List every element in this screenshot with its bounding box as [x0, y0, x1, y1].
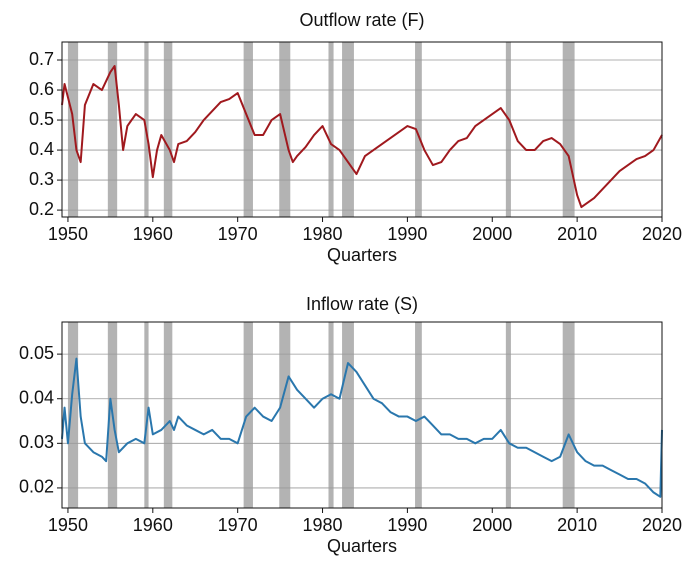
x-tick-label: 1950	[48, 515, 88, 535]
recession-band	[328, 42, 334, 217]
recession-band	[163, 322, 173, 508]
recession-band	[505, 42, 511, 217]
recession-band	[328, 322, 334, 508]
y-tick-label: 0.4	[29, 139, 54, 159]
x-tick-label: 2010	[557, 515, 597, 535]
x-tick-label: 1980	[303, 515, 343, 535]
data-line	[61, 357, 663, 498]
y-tick-label: 0.3	[29, 169, 54, 189]
recession-band	[107, 42, 118, 217]
x-tick-label: 2000	[472, 515, 512, 535]
y-tick-label: 0.7	[29, 49, 54, 69]
x-tick-label: 2000	[472, 224, 512, 244]
x-tick-label: 1980	[303, 224, 343, 244]
recession-band	[342, 42, 354, 217]
chart-title: Inflow rate (S)	[306, 294, 418, 314]
y-tick-label: 0.6	[29, 79, 54, 99]
x-tick-label: 1960	[133, 515, 173, 535]
recession-band	[562, 322, 575, 508]
x-tick-label: 2020	[642, 515, 682, 535]
recession-band	[342, 322, 354, 508]
y-tick-label: 0.02	[19, 477, 54, 497]
y-tick-label: 0.5	[29, 109, 54, 129]
recession-band	[279, 322, 291, 508]
recession-band	[243, 42, 253, 217]
x-axis-label: Quarters	[327, 245, 397, 265]
y-tick-label: 0.05	[19, 343, 54, 363]
x-tick-label: 1950	[48, 224, 88, 244]
y-tick-label: 0.03	[19, 432, 54, 452]
x-tick-label: 2010	[557, 224, 597, 244]
y-tick-label: 0.04	[19, 387, 54, 407]
x-axis-label: Quarters	[327, 536, 397, 556]
recession-band	[163, 42, 173, 217]
x-tick-label: 1990	[387, 224, 427, 244]
data-line	[61, 65, 663, 209]
recession-band	[67, 322, 79, 508]
plot-frame	[61, 41, 663, 218]
x-tick-label: 2020	[642, 224, 682, 244]
plot-frame	[61, 321, 663, 509]
x-tick-label: 1990	[387, 515, 427, 535]
recession-band	[505, 322, 511, 508]
recession-band	[415, 322, 422, 508]
recession-band	[415, 42, 422, 217]
x-tick-label: 1970	[218, 224, 258, 244]
recession-band	[562, 42, 575, 217]
recession-band	[144, 322, 149, 508]
y-tick-label: 0.2	[29, 199, 54, 219]
x-tick-label: 1960	[133, 224, 173, 244]
x-tick-label: 1970	[218, 515, 258, 535]
chart-title: Outflow rate (F)	[299, 10, 424, 30]
recession-band	[279, 42, 291, 217]
